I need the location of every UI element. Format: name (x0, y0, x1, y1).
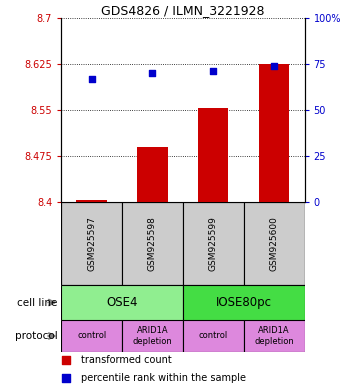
FancyBboxPatch shape (183, 320, 244, 352)
Point (150, 70, 155, 76)
Bar (137, 147, 168, 202)
Title: GDS4826 / ILMN_3221928: GDS4826 / ILMN_3221928 (101, 4, 265, 17)
FancyBboxPatch shape (244, 202, 304, 285)
Text: GSM925598: GSM925598 (148, 216, 157, 271)
FancyBboxPatch shape (244, 320, 304, 352)
Text: IOSE80pc: IOSE80pc (216, 296, 272, 309)
Point (63, 357, 69, 363)
Text: OSE4: OSE4 (106, 296, 138, 309)
FancyBboxPatch shape (183, 202, 244, 285)
Text: control: control (77, 331, 106, 341)
Point (63, 374, 69, 381)
Point (89, 76, 95, 82)
Text: cell line: cell line (18, 298, 58, 308)
FancyBboxPatch shape (122, 320, 183, 352)
Text: percentile rank within the sample: percentile rank within the sample (81, 372, 246, 382)
FancyBboxPatch shape (61, 320, 122, 352)
FancyBboxPatch shape (61, 285, 183, 320)
Text: protocol: protocol (15, 331, 58, 341)
FancyBboxPatch shape (122, 202, 183, 285)
Text: GSM925600: GSM925600 (270, 216, 279, 271)
Point (210, 68, 216, 74)
Text: GSM925599: GSM925599 (209, 216, 218, 271)
Point (271, 63, 277, 69)
Bar (259, 64, 289, 202)
Text: GSM925597: GSM925597 (87, 216, 96, 271)
Text: ARID1A
depletion: ARID1A depletion (133, 326, 172, 346)
Bar (198, 108, 229, 202)
Text: transformed count: transformed count (81, 355, 172, 365)
Bar (76, 200, 107, 202)
FancyBboxPatch shape (183, 285, 304, 320)
Text: ARID1A
depletion: ARID1A depletion (254, 326, 294, 346)
Text: control: control (199, 331, 228, 341)
FancyBboxPatch shape (61, 202, 122, 285)
